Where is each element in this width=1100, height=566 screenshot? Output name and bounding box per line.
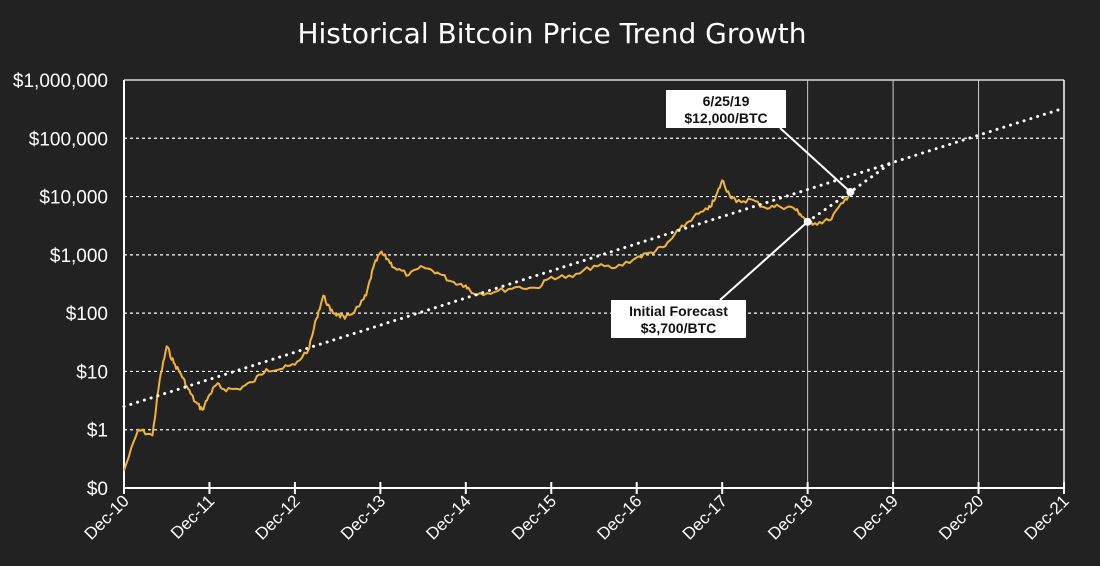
y-tick-label: $0 <box>87 479 108 500</box>
price-line <box>123 179 852 471</box>
y-tick-label: $1,000 <box>50 246 108 267</box>
grid-layer <box>124 79 1065 488</box>
annotation-box <box>611 300 746 338</box>
x-tick-group: Dec-11 <box>167 491 218 542</box>
y-tick-label: $10,000 <box>39 188 108 209</box>
x-tick-label: Dec-21 <box>1021 491 1073 543</box>
annotation-line2: $3,700/BTC <box>641 320 716 336</box>
x-tick-group: Dec-16 <box>593 491 645 543</box>
annotation-line1: 6/25/19 <box>703 93 750 109</box>
x-tick-label: Dec-18 <box>764 491 816 543</box>
x-tick-label: Dec-12 <box>252 491 304 543</box>
trend-line <box>122 106 1066 408</box>
y-tick-label: $1,000,000 <box>13 71 108 92</box>
x-tick-group: Dec-15 <box>508 491 560 543</box>
x-tick-label: Dec-17 <box>679 491 731 543</box>
x-tick-group: Dec-14 <box>422 491 474 543</box>
chart-title: Historical Bitcoin Price Trend Growth <box>297 17 806 50</box>
x-tick-group: Dec-20 <box>935 491 987 543</box>
x-tick-group: Dec-19 <box>850 491 902 543</box>
annotation-leader <box>719 220 809 301</box>
annotation-line1: Initial Forecast <box>629 303 728 319</box>
axis-layer: $1,000,000 $100,000 $10,000 $1,000 $100 $10 $1… <box>13 71 1073 544</box>
x-tick-group: Dec-13 <box>337 491 389 543</box>
annotation-leader <box>779 127 852 193</box>
x-tick-label: Dec-11 <box>167 491 218 542</box>
x-tick-label: Dec-14 <box>422 491 474 543</box>
y-tick-label: $10 <box>76 362 108 383</box>
x-tick-group: Dec-12 <box>252 491 304 543</box>
y-tick-label: $100 <box>66 304 108 325</box>
x-tick-group: Dec-18 <box>764 491 816 543</box>
series-layer <box>122 106 1066 471</box>
annotation-layer: 6/25/19$12,000/BTC Initial Forecast$3,700… <box>611 90 855 338</box>
x-tick-label: Dec-19 <box>850 491 902 543</box>
y-tick-label: $1 <box>87 421 108 442</box>
x-tick-group: Dec-17 <box>679 491 731 543</box>
x-tick-group: Dec-21 <box>1021 491 1073 543</box>
x-tick-label: Dec-20 <box>935 491 987 543</box>
annotation-point <box>846 187 855 196</box>
annotation-line2: $12,000/BTC <box>684 110 767 126</box>
x-tick-label: Dec-16 <box>593 491 645 543</box>
x-tick-label: Dec-15 <box>508 491 560 543</box>
y-tick-label: $100,000 <box>29 129 108 150</box>
annotation-point <box>803 217 812 226</box>
annotation-box <box>666 90 786 128</box>
x-tick-label: Dec-13 <box>337 491 389 543</box>
